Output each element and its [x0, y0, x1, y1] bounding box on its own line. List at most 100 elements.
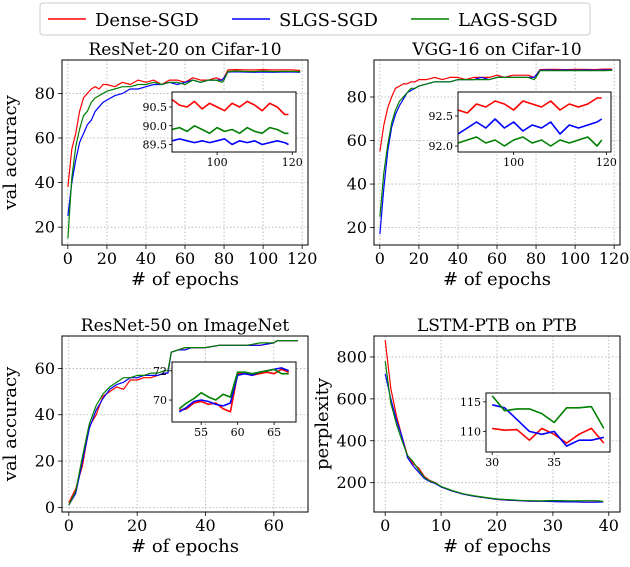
x-tick-label: 0: [380, 516, 390, 535]
x-axis-label: # of epochs: [131, 269, 239, 290]
inset-y-tick-label: 115: [460, 396, 481, 409]
y-tick-label: 20: [347, 218, 367, 237]
inset-x-tick-label: 100: [207, 156, 228, 169]
series-group: [379, 68, 613, 235]
chart-title: VGG-16 on Cifar-10: [411, 40, 582, 60]
x-tick-label: 100: [248, 249, 279, 268]
x-tick-label: 40: [448, 249, 468, 268]
x-tick-label: 100: [560, 249, 591, 268]
series-group: [67, 68, 301, 239]
inset-x-tick-label: 35: [547, 456, 561, 469]
series-line-dense-sgd: [379, 68, 613, 152]
chart-title: LSTM-PTB on PTB: [417, 316, 577, 336]
y-tick-label: 0: [45, 498, 55, 517]
chart-title: ResNet-20 on Cifar-10: [88, 40, 281, 60]
x-tick-label: 0: [64, 516, 74, 535]
x-tick-label: 40: [599, 516, 619, 535]
legend-label-slgs-sgd: SLGS-SGD: [279, 10, 378, 31]
panel-resnet50: 0 20 40 60 0 20 40 60 ResNet-50 on ImageNet # of …: [0, 316, 309, 557]
inset-series-line-slgs-sgd: [492, 404, 604, 447]
inset-x-tick-label: 60: [231, 426, 245, 439]
inset-series-line-dense-sgd: [172, 98, 289, 116]
inset-y-tick-label: 92.0: [429, 140, 454, 153]
inset-x-tick-label: 120: [282, 156, 303, 169]
x-tick-label: 60: [175, 249, 195, 268]
inset-series-line-dense-sgd: [179, 368, 289, 413]
inset-plot: 100 120 92.0 92.5: [429, 91, 617, 169]
legend-frame: [39, 2, 591, 36]
inset-series-line-slgs-sgd: [172, 138, 289, 146]
y-tick-label: 400: [336, 431, 367, 450]
panel-lstm: 0 10 20 30 40 200 400 600 800 LSTM-PTB on PTB # of…: [312, 316, 621, 557]
x-tick-label: 10: [431, 516, 451, 535]
y-tick-label: 800: [336, 347, 367, 366]
inset-series-line-lags-sgd: [458, 136, 603, 147]
x-tick-label: 60: [487, 249, 507, 268]
x-tick-label: 120: [287, 249, 318, 268]
inset-series-line-dense-sgd: [458, 97, 602, 114]
y-tick-label: 40: [35, 405, 55, 424]
axes-frame: [61, 335, 309, 513]
y-tick-label: 20: [35, 218, 55, 237]
series-group: [384, 340, 604, 503]
x-tick-label: 60: [264, 516, 284, 535]
series-group: [68, 340, 298, 506]
inset-y-tick-label: 92.5: [429, 110, 454, 123]
x-tick-label: 20: [97, 249, 117, 268]
inset-background: [486, 393, 610, 452]
y-tick-label: 60: [35, 359, 55, 378]
x-tick-label: 120: [599, 249, 630, 268]
inset-x-tick-label: 65: [267, 426, 281, 439]
legend-label-dense-sgd: Dense-SGD: [95, 10, 199, 31]
x-tick-label: 80: [214, 249, 234, 268]
inset-x-tick-label: 55: [194, 426, 208, 439]
y-tick-label: 20: [35, 452, 55, 471]
inset-series-line-lags-sgd: [178, 368, 289, 410]
x-tick-label: 20: [487, 516, 507, 535]
series-line-lags-sgd: [379, 69, 613, 217]
inset-y-tick-label: 90.5: [143, 101, 168, 114]
legend: Dense-SGD SLGS-SGD LAGS-SGD: [39, 2, 591, 36]
y-tick-label: 600: [336, 389, 367, 408]
y-tick-label: 40: [347, 175, 367, 194]
chart-title: ResNet-50 on ImageNet: [81, 316, 290, 336]
x-axis-label: # of epochs: [443, 269, 551, 290]
y-axis-label: val accuracy: [0, 366, 21, 482]
inset-series-group: [172, 98, 289, 146]
inset-y-tick-label: 90.0: [143, 120, 168, 133]
x-tick-label: 80: [526, 249, 546, 268]
inset-series-line-dense-sgd: [492, 427, 605, 444]
series-line-dense-sgd: [67, 68, 301, 188]
inset-series-line-slgs-sgd: [458, 118, 603, 135]
x-tick-label: 20: [409, 249, 429, 268]
series-line-lags-sgd: [67, 70, 301, 239]
inset-series-line-lags-sgd: [172, 125, 289, 135]
x-tick-label: 0: [375, 249, 385, 268]
x-axis-label: # of epochs: [443, 536, 551, 557]
y-tick-label: 80: [347, 88, 367, 107]
inset-y-tick-label: 72: [153, 365, 167, 378]
y-axis-label: val accuracy: [0, 94, 21, 210]
x-tick-label: 40: [195, 516, 215, 535]
inset-x-tick-label: 120: [596, 156, 617, 169]
inset-axes-frame: [457, 91, 612, 153]
inset-plot: 100 120 89.5 90.0 90.5: [143, 91, 303, 169]
panel-resnet20: 0 20 40 60 80 100 120 20 40 60 80 ResNet-20 on Cifa…: [0, 40, 317, 290]
series-line-lags-sgd: [384, 361, 604, 503]
panel-vgg16: 0 20 40 60 80 100 120 20 40 60 80 VGG-16 on Cifar-1…: [347, 40, 630, 290]
x-tick-label: 0: [63, 249, 73, 268]
inset-axes-frame: [171, 91, 297, 153]
inset-plot: 55 60 65 70 72: [153, 361, 297, 439]
inset-axes-frame: [171, 361, 297, 423]
x-tick-label: 20: [127, 516, 147, 535]
y-tick-label: 80: [35, 84, 55, 103]
inset-series-group: [491, 395, 605, 447]
inset-x-tick-label: 30: [485, 456, 499, 469]
inset-axes-frame: [485, 392, 611, 453]
inset-x-tick-label: 100: [503, 156, 524, 169]
inset-y-tick-label: 89.5: [143, 139, 168, 152]
inset-series-group: [178, 367, 289, 413]
inset-plot: 30 35 110 115: [460, 392, 611, 469]
inset-y-tick-label: 110: [460, 425, 481, 438]
